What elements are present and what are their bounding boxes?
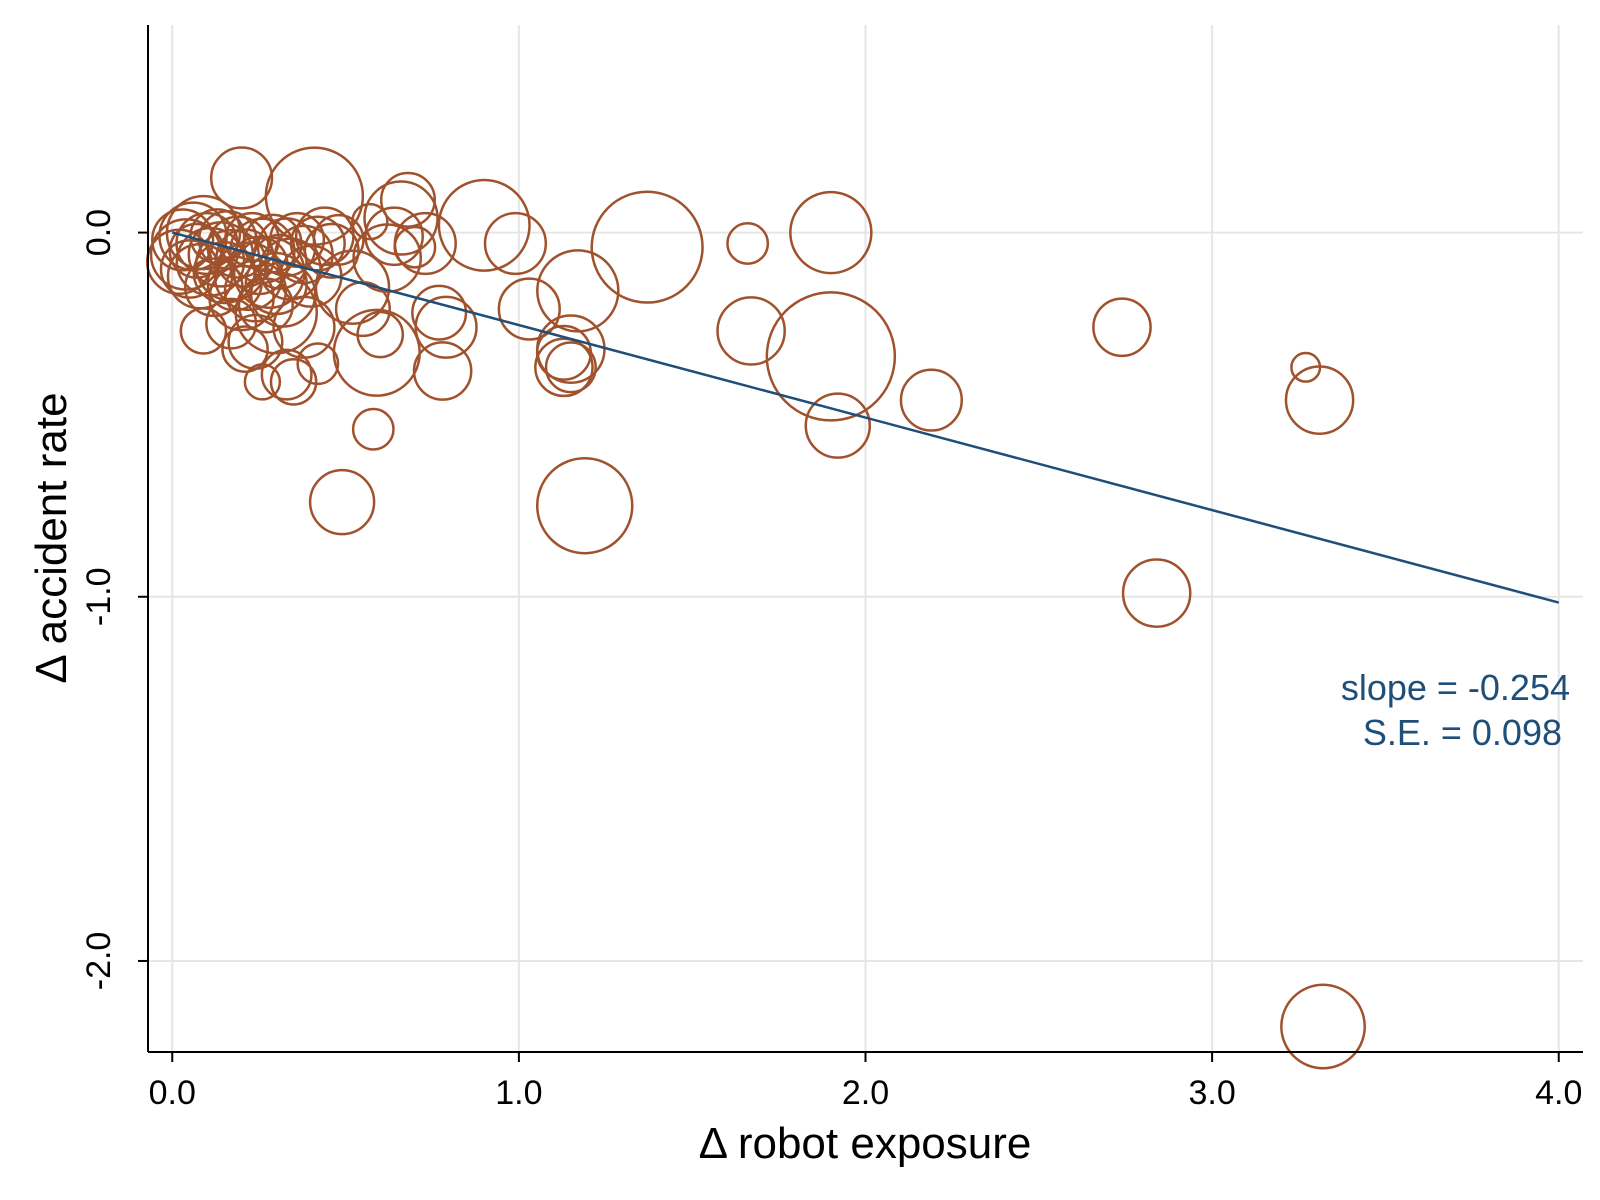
- x-tick-label: 0.0: [149, 1074, 196, 1112]
- data-point: [1284, 365, 1355, 435]
- data-point: [312, 213, 365, 266]
- data-point: [483, 211, 548, 276]
- data-point: [227, 313, 284, 370]
- data-point: [536, 249, 620, 333]
- grid: [148, 25, 1583, 1052]
- x-tick-label: 2.0: [842, 1074, 889, 1112]
- data-point: [437, 178, 531, 272]
- data-point: [209, 146, 274, 210]
- data-point: [497, 277, 561, 341]
- data-point: [179, 307, 228, 355]
- fit-line-group: [171, 231, 1560, 604]
- data-point: [308, 468, 376, 536]
- data-point: [352, 223, 423, 293]
- data-points: [145, 146, 1366, 1070]
- data-point: [535, 456, 634, 555]
- ticks: 0.0 1.0 2.0 3.0 4.0 0.0 -1.0 -2.0: [80, 209, 1582, 1112]
- data-point: [1092, 297, 1152, 358]
- data-point: [165, 194, 242, 271]
- data-point: [260, 348, 313, 401]
- y-tick-label: 0.0: [80, 209, 118, 256]
- data-point: [379, 171, 437, 228]
- y-tick-label: -2.0: [80, 932, 118, 991]
- x-tick-label: 4.0: [1535, 1074, 1582, 1112]
- data-point: [314, 249, 391, 325]
- x-tick-label: 1.0: [495, 1074, 542, 1112]
- data-point: [414, 295, 478, 359]
- data-point: [765, 291, 897, 422]
- y-tick-label: -1.0: [80, 567, 118, 626]
- data-point: [1280, 983, 1366, 1070]
- data-point: [243, 363, 282, 401]
- data-point: [332, 308, 421, 397]
- x-axis-title: Δ robot exposure: [699, 1119, 1032, 1168]
- x-tick-label: 3.0: [1188, 1074, 1235, 1112]
- data-point: [544, 341, 597, 394]
- data-point: [411, 284, 468, 341]
- data-point: [205, 297, 258, 350]
- data-point: [296, 342, 340, 386]
- data-point: [804, 392, 872, 459]
- data-point: [151, 208, 215, 272]
- data-point: [221, 325, 269, 373]
- data-point: [363, 180, 439, 256]
- data-point: [393, 211, 457, 276]
- data-point: [272, 295, 336, 359]
- data-point: [789, 190, 873, 275]
- data-point: [716, 296, 786, 366]
- fit-line: [171, 231, 1560, 604]
- data-point: [351, 407, 395, 451]
- data-point: [356, 310, 405, 359]
- data-point: [269, 358, 318, 406]
- data-point: [168, 222, 225, 279]
- slope-annotation: slope = -0.254: [1341, 667, 1570, 708]
- data-point: [364, 206, 424, 267]
- data-point: [194, 229, 268, 302]
- data-point: [237, 277, 294, 334]
- data-point: [264, 146, 365, 246]
- y-axis-title: Δ accident rate: [27, 392, 76, 683]
- data-point: [534, 337, 594, 398]
- data-point: [726, 222, 770, 265]
- se-annotation: S.E. = 0.098: [1363, 712, 1562, 753]
- data-point: [899, 368, 964, 432]
- data-point: [412, 341, 473, 401]
- data-point: [1121, 558, 1192, 628]
- data-point: [590, 190, 704, 304]
